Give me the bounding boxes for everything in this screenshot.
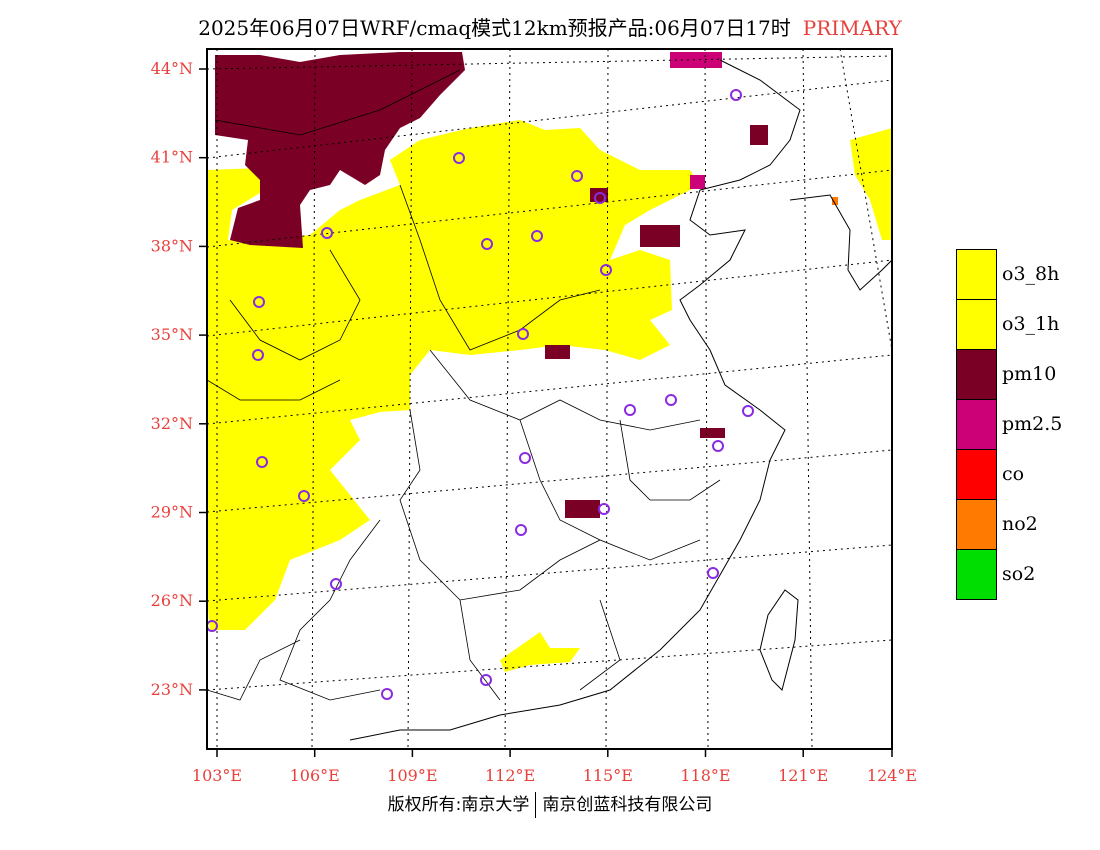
map-frame xyxy=(206,48,893,750)
legend-label: pm2.5 xyxy=(1002,413,1063,435)
station-marker xyxy=(253,296,265,308)
pm10-region xyxy=(215,52,465,248)
station-marker xyxy=(665,394,677,406)
legend-label: pm10 xyxy=(1002,363,1057,385)
copyright-owner: 版权所有:南京大学 xyxy=(387,795,530,815)
lon-tick-label: 109°E xyxy=(387,766,437,785)
latitude-axis: 44°N 41°N 38°N 35°N 32°N 29°N 26°N 23°N xyxy=(151,59,207,699)
primary-badge: PRIMARY xyxy=(802,16,902,40)
lat-tick-label: 32°N xyxy=(151,414,193,433)
legend-label: co xyxy=(1002,463,1025,485)
legend-swatch xyxy=(956,499,997,549)
map-plot-area xyxy=(207,52,892,741)
o3-region-south xyxy=(500,632,580,672)
lon-tick-label: 106°E xyxy=(290,766,340,785)
legend-swatch xyxy=(956,249,997,299)
copyright-footer: 版权所有:南京大学 南京创蓝科技有限公司 xyxy=(0,790,1100,818)
station-marker xyxy=(707,567,719,579)
pm25-patch xyxy=(670,52,722,68)
station-marker xyxy=(256,456,268,468)
station-marker xyxy=(598,503,610,515)
legend-item: pm2.5 xyxy=(956,399,1096,449)
legend-label: o3_8h xyxy=(1002,263,1060,285)
pm10-patch xyxy=(700,428,725,438)
title-text: 2025年06月07日WRF/cmaq模式12km预报产品:06月07日17时 xyxy=(198,16,791,40)
coastline xyxy=(349,59,801,741)
footer-separator xyxy=(535,792,537,818)
legend-item: co xyxy=(956,449,1096,499)
no2-patch xyxy=(832,197,838,205)
lat-tick-label: 35°N xyxy=(151,325,193,344)
legend-label: no2 xyxy=(1002,513,1038,535)
legend-swatch xyxy=(956,449,997,499)
station-marker xyxy=(712,440,724,452)
lat-tick-label: 26°N xyxy=(151,591,193,610)
lon-tick-label: 124°E xyxy=(867,766,917,785)
map-title: 2025年06月07日WRF/cmaq模式12km预报产品:06月07日17时 P… xyxy=(0,12,1100,41)
lon-tick-label: 115°E xyxy=(583,766,633,785)
pm10-patch xyxy=(750,125,768,145)
station-marker xyxy=(252,349,264,361)
pm10-patch xyxy=(545,345,570,359)
station-marker xyxy=(330,578,342,590)
legend-swatch xyxy=(956,349,997,399)
pm10-patch xyxy=(640,225,680,247)
station-marker xyxy=(321,227,333,239)
legend-item: o3_1h xyxy=(956,299,1096,349)
lat-tick-label: 23°N xyxy=(151,680,193,699)
longitude-axis: 103°E 106°E 109°E 112°E 115°E 118°E 121°E 124°E xyxy=(192,749,917,785)
station-marker xyxy=(624,404,636,416)
station-marker xyxy=(453,152,465,164)
copyright-company: 南京创蓝科技有限公司 xyxy=(542,795,713,815)
station-marker xyxy=(298,490,310,502)
legend-swatch xyxy=(956,299,997,349)
station-markers xyxy=(206,89,754,700)
pollutant-legend: o3_8h o3_1h pm10 pm2.5 co no2 so2 xyxy=(956,249,1096,600)
station-marker xyxy=(730,89,742,101)
station-marker xyxy=(480,674,492,686)
pm10-patch xyxy=(565,500,600,518)
lon-tick-label: 112°E xyxy=(485,766,535,785)
legend-label: o3_1h xyxy=(1002,313,1060,335)
lon-tick-label: 118°E xyxy=(680,766,730,785)
legend-swatch xyxy=(956,549,997,600)
station-marker xyxy=(515,524,527,536)
o3-region-west xyxy=(207,545,230,578)
korea-outline xyxy=(789,194,892,291)
station-marker xyxy=(571,170,583,182)
station-marker xyxy=(517,328,529,340)
lon-tick-label: 121°E xyxy=(778,766,828,785)
lon-tick-label: 103°E xyxy=(192,766,242,785)
o3-region-ne xyxy=(850,128,892,240)
legend-label: so2 xyxy=(1002,563,1036,585)
graticule xyxy=(207,49,892,749)
pm25-patch xyxy=(690,175,705,189)
station-marker xyxy=(481,238,493,250)
station-marker xyxy=(594,192,606,204)
taiwan-outline xyxy=(759,589,799,691)
station-marker xyxy=(600,264,612,276)
station-marker xyxy=(742,405,754,417)
legend-item: o3_8h xyxy=(956,249,1096,299)
legend-item: no2 xyxy=(956,499,1096,549)
station-marker xyxy=(519,452,531,464)
legend-item: pm10 xyxy=(956,349,1096,399)
o3-region xyxy=(207,120,700,630)
station-marker xyxy=(381,688,393,700)
lat-tick-label: 44°N xyxy=(151,59,193,78)
lat-tick-label: 41°N xyxy=(151,148,193,167)
legend-item: so2 xyxy=(956,549,1096,600)
legend-swatch xyxy=(956,399,997,449)
lat-tick-label: 38°N xyxy=(151,236,193,255)
station-marker xyxy=(531,230,543,242)
lat-tick-label: 29°N xyxy=(151,503,193,522)
